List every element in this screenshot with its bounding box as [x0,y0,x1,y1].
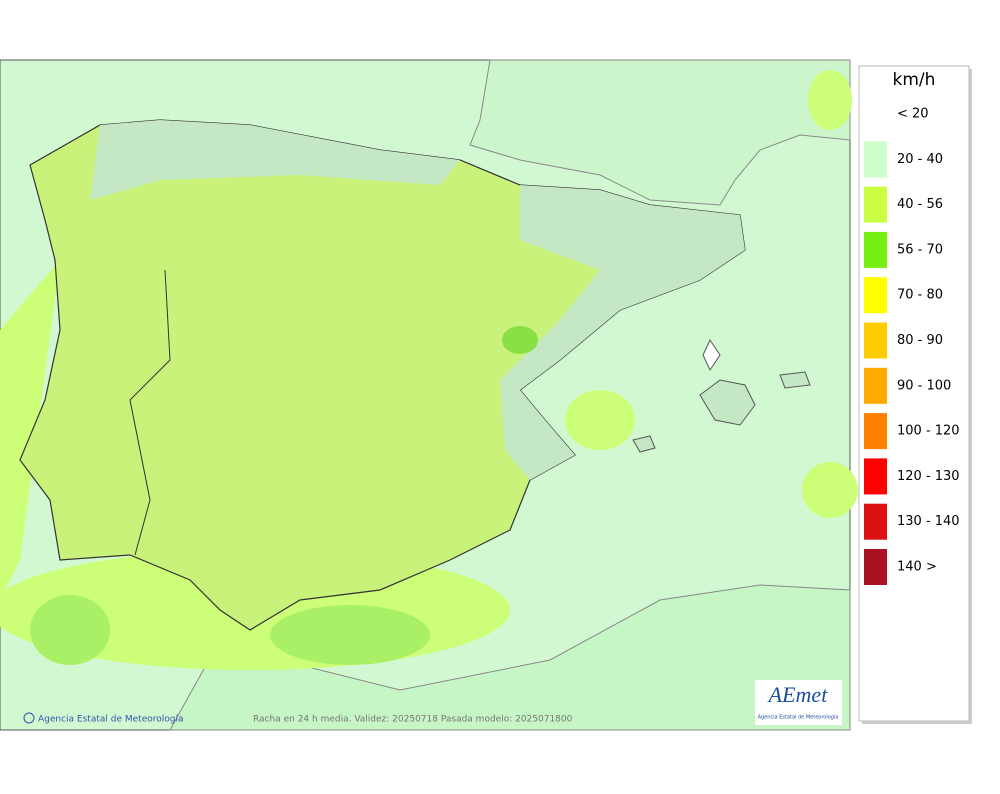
legend-swatch [864,231,887,268]
legend-label: 20 - 40 [897,152,943,167]
map: Agencia Estatal de Meteorología Racha en… [0,59,858,731]
legend-swatch [864,367,887,404]
legend-swatch [864,141,887,178]
legend-swatch [864,186,887,223]
island [702,338,721,372]
france [469,59,851,206]
wind-patch [808,70,852,130]
legend-title: km/h [893,70,936,90]
legend: km/h < 20 20 - 40 40 - 56 56 - 70 70 - 80 80 … [858,65,972,724]
legend-label: 90 - 100 [897,378,951,393]
legend-swatch [864,322,887,359]
wind-patch [270,605,430,665]
legend-label: 56 - 70 [897,242,943,257]
credit: Agencia Estatal de Meteorología [38,715,184,725]
legend-label: 40 - 56 [897,197,943,212]
logo-name: AEmet [767,682,829,707]
island [632,435,656,453]
legend-swatch [864,277,887,314]
logo-box [755,680,842,725]
logo-subtitle: Agencia Estatal de Meteorología [758,714,839,721]
wind-patch [802,462,858,518]
legend-swatch [864,549,887,585]
wind-patch [502,326,538,354]
island [699,379,756,426]
legend-label: 120 - 130 [897,469,960,484]
island [779,371,811,389]
legend-label: 100 - 120 [897,424,960,439]
wind-patch [30,595,110,665]
legend-label: 80 - 90 [897,333,943,348]
wind-patch [0,260,60,600]
calm-area [90,120,460,200]
legend-label: 140 > [897,560,937,575]
copyright-icon [23,712,35,724]
legend-swatch [864,413,887,450]
border [129,269,171,556]
caption: Racha en 24 h media. Validez: 20250718 P… [253,715,573,725]
calm-area [500,185,745,480]
wind-patch [565,390,635,450]
legend-swatch [864,458,887,495]
legend-label: 130 - 140 [897,514,960,529]
legend-swatch [864,96,887,132]
legend-label: < 20 [897,107,929,122]
legend-label: 70 - 80 [897,288,943,303]
legend-swatch [864,503,887,540]
